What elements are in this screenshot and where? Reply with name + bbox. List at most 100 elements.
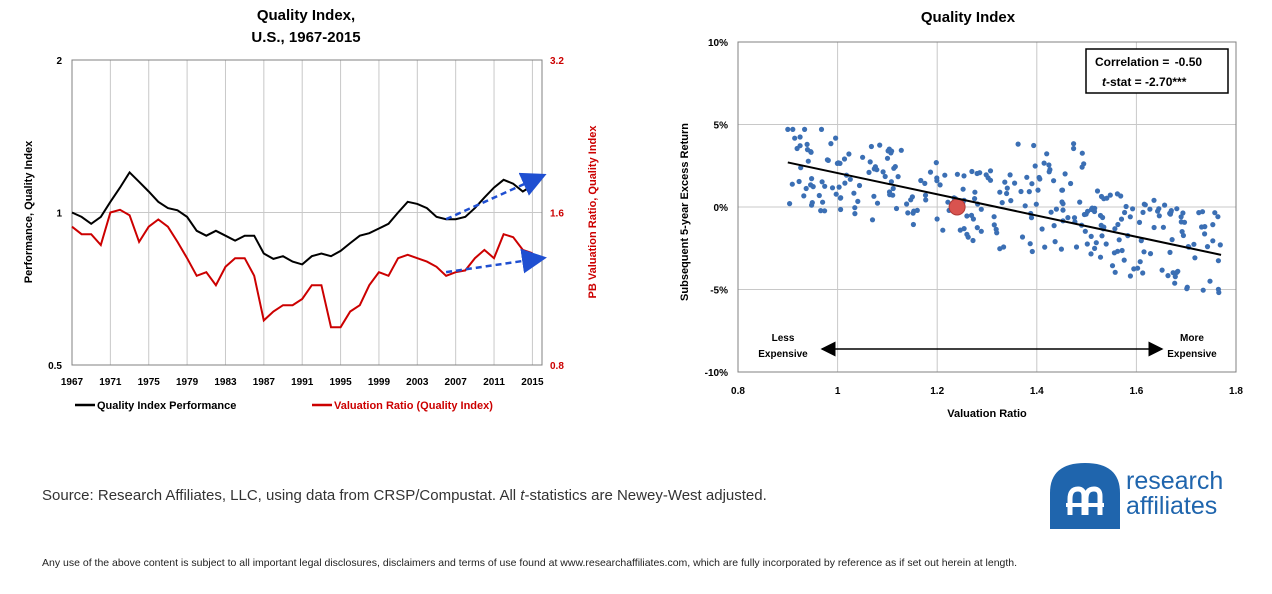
scatter-point [851, 190, 857, 196]
scatter-point [1026, 189, 1032, 195]
scatter-point [1053, 206, 1059, 212]
scatter-point [1210, 222, 1216, 228]
scatter-point [805, 158, 811, 164]
scatter-point [1008, 198, 1014, 204]
scatter-point [1098, 193, 1105, 200]
scatter-point [1118, 216, 1125, 222]
x-tick-label: 1999 [368, 377, 391, 388]
stats-correlation: Correlation = -0.50 [1095, 55, 1202, 69]
scatter-point [818, 208, 824, 214]
scatter-point [1184, 286, 1190, 292]
scatter-point [1060, 207, 1066, 213]
scatter-point [789, 181, 795, 187]
scatter-point [964, 231, 970, 237]
scatter-point [856, 182, 863, 189]
scatter-point [1202, 231, 1208, 237]
scatter-point [1092, 245, 1098, 251]
scatter-point [991, 222, 997, 228]
scatter-x-tick-label: 1.4 [1030, 386, 1044, 397]
scatter-point [1071, 145, 1077, 152]
scatter-point [1002, 179, 1008, 185]
scatter-point [1048, 209, 1054, 215]
scatter-point [803, 185, 809, 192]
annotation-less-line2: Expensive [758, 349, 808, 360]
scatter-point [852, 211, 858, 217]
scatter-point [1073, 244, 1080, 250]
legend-label-performance: Quality Index Performance [97, 400, 236, 412]
scatter-point [1046, 162, 1052, 168]
scatter-point [1160, 224, 1166, 230]
scatter-point [1098, 222, 1104, 228]
scatter-point [940, 227, 946, 233]
stats-tstat-rest: -stat = -2.70*** [1106, 75, 1187, 89]
scatter-point [1088, 233, 1094, 239]
x-tick-label: 2007 [445, 377, 468, 388]
scatter-point [1142, 202, 1148, 208]
scatter-point [910, 221, 916, 228]
scatter-point [1169, 237, 1175, 243]
scatter-point [1123, 203, 1129, 210]
scatter-point [1029, 248, 1035, 255]
scatter-point [820, 199, 826, 205]
scatter-point [874, 200, 881, 206]
scatter-point [954, 171, 960, 177]
x-tick-label: 1987 [253, 377, 276, 388]
scatter-point [978, 228, 984, 234]
scatter-point [1172, 280, 1178, 286]
scatter-point [802, 126, 808, 132]
scatter-point [964, 213, 970, 219]
scatter-point [1060, 201, 1066, 207]
scatter-point [1024, 174, 1030, 180]
scatter-point [1156, 206, 1162, 212]
scatter-point [1100, 214, 1106, 221]
trendline [787, 161, 1222, 256]
scatter-point [923, 197, 929, 203]
scatter-point [867, 159, 873, 165]
scatter-point [1027, 241, 1033, 247]
scatter-point [1103, 241, 1109, 247]
annotation-more-line2: Expensive [1167, 349, 1217, 360]
scatter-point [1109, 263, 1116, 269]
scatter-point [914, 207, 920, 213]
scatter-y-tick-label: -10% [705, 368, 728, 379]
logo-line1: research [1126, 467, 1224, 495]
scatter-point [1147, 206, 1153, 212]
scatter-point [1018, 188, 1024, 195]
scatter-point [1130, 206, 1136, 212]
scatter-point [1137, 259, 1143, 265]
scatter-point [1088, 251, 1094, 257]
scatter-point [960, 186, 966, 192]
scatter-point [1099, 233, 1105, 239]
scatter-y-tick-label: -5% [710, 286, 728, 297]
scatter-point [801, 193, 807, 199]
scatter-point [1140, 270, 1146, 276]
research-affiliates-logo: research affiliates [1050, 463, 1240, 529]
scatter-point [997, 189, 1003, 195]
scatter-point [1029, 181, 1035, 187]
trend-arrow-2 [445, 248, 547, 274]
scatter-point [1127, 214, 1133, 220]
scatter-point [792, 135, 798, 141]
scatter-point [1136, 219, 1143, 225]
disclaimer: Any use of the above content is subject … [42, 557, 1018, 569]
x-tick-label: 1995 [329, 377, 352, 388]
scatter-point [1141, 249, 1147, 255]
scatter-point [1140, 209, 1146, 215]
scatter-point [970, 237, 976, 244]
annotation-more-line1: More [1180, 333, 1204, 344]
x-tick-label: 1975 [138, 377, 161, 388]
scatter-point [1104, 195, 1110, 201]
scatter-point [1147, 251, 1154, 257]
scatter-point [846, 151, 852, 157]
scatter-point [993, 226, 999, 232]
scatter-point [841, 156, 848, 162]
scatter-point [893, 205, 900, 212]
scatter-point [871, 193, 877, 199]
chart-title-line2: U.S., 1967-2015 [251, 29, 360, 46]
scatter-point [934, 175, 940, 181]
scatter-point [895, 174, 901, 180]
x-tick-label: 1967 [61, 377, 84, 388]
x-tick-label: 2011 [483, 377, 505, 388]
scatter-point [1089, 205, 1095, 211]
scatter-point [898, 147, 904, 153]
